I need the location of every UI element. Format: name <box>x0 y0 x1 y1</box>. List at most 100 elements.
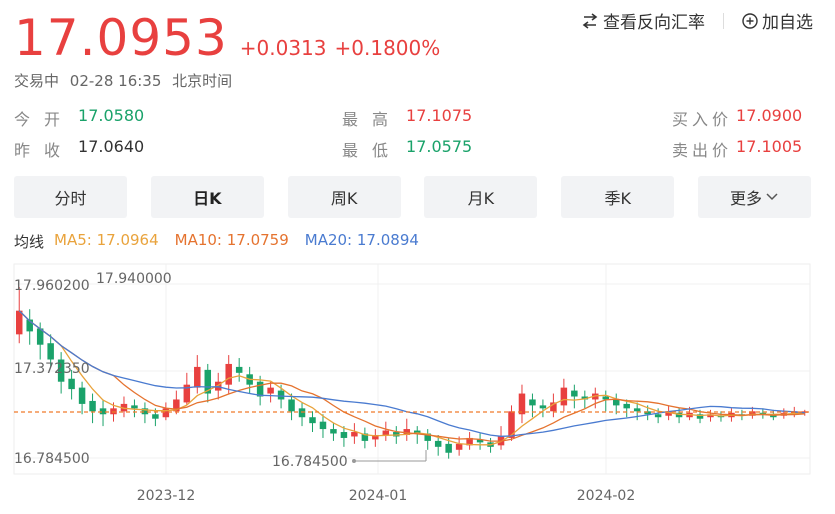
add-watchlist-label: 加自选 <box>762 13 813 33</box>
ma20-line <box>18 310 805 437</box>
low-annotation-dot <box>352 459 356 463</box>
status-datetime: 02-28 16:35 <box>69 72 162 90</box>
ma5-value: MA5: 17.0964 <box>54 231 159 249</box>
bid-field: 买入价 17.0900 <box>672 106 802 130</box>
candle-body <box>623 403 630 409</box>
tab-more-label: 更多 <box>729 189 762 208</box>
candle-body <box>78 387 86 404</box>
candle-body <box>424 433 431 441</box>
candle-body <box>654 414 662 418</box>
ma10-line <box>18 310 805 442</box>
prev-close-field: 昨收 17.0640 <box>14 137 144 161</box>
bid-value: 17.0900 <box>736 106 803 125</box>
candle-body <box>560 387 568 406</box>
candle-body <box>256 381 264 397</box>
chart-border <box>13 263 811 475</box>
candle-body <box>340 432 348 438</box>
candle-body <box>47 343 54 360</box>
candle-body <box>675 412 683 418</box>
status-text: 交易中 <box>14 72 60 90</box>
candle-body <box>99 408 107 415</box>
chart-grid <box>13 263 811 475</box>
swap-icon <box>582 12 598 29</box>
tab-daily-k[interactable]: 日K <box>150 176 264 218</box>
candle-body <box>707 414 714 418</box>
prev-close-label: 昨收 <box>14 141 75 160</box>
candle-body <box>372 434 379 440</box>
candle-body <box>267 387 274 394</box>
candle-body <box>351 432 358 437</box>
ma20-value: MA20: 17.0894 <box>304 231 419 249</box>
candle-body <box>361 433 369 441</box>
candle-body <box>309 417 316 424</box>
kline-chart[interactable]: 17.960200 17.372350 16.784500 17.940000 16.7… <box>0 262 835 514</box>
candle-body <box>413 430 421 434</box>
candle-body <box>89 400 96 412</box>
candle-body <box>173 399 180 412</box>
bid-label: 买入价 <box>672 110 733 129</box>
candle-body <box>15 310 23 335</box>
ask-value: 17.1005 <box>736 137 803 156</box>
action-divider <box>723 12 724 29</box>
y-tick-label: 16.784500 <box>14 451 90 467</box>
candle-body <box>298 408 306 418</box>
tab-more[interactable]: 更多 <box>697 176 811 218</box>
tab-monthly-k[interactable]: 月K <box>424 176 538 218</box>
candle-body <box>581 396 589 400</box>
candle-body <box>393 432 400 437</box>
tab-quarterly-k-label: 季K <box>604 189 631 208</box>
ma-title: 均线 <box>14 233 45 251</box>
chevron-down-icon <box>766 193 778 201</box>
add-watchlist-button[interactable]: 加自选 <box>742 8 813 33</box>
open-field: 今开 17.0580 <box>14 106 144 130</box>
candle-body <box>68 378 75 390</box>
candle-body <box>152 414 159 419</box>
candle-body <box>57 359 65 382</box>
x-tick-label: 2024-02 <box>577 488 636 504</box>
candle-body <box>633 408 641 412</box>
y-tick-label: 17.372350 <box>14 361 90 377</box>
candle-body <box>131 405 138 409</box>
candle-body <box>466 437 473 446</box>
tab-quarterly-k[interactable]: 季K <box>561 176 675 218</box>
reverse-rate-button[interactable]: 查看反向汇率 <box>581 8 705 33</box>
ma-lines <box>18 310 805 446</box>
candle-body <box>194 366 201 388</box>
quote-grid: 今开 17.0580 最高 17.1075 买入价 17.0900 昨收 17.… <box>14 106 814 168</box>
candle-body <box>162 408 170 418</box>
ma5-line <box>18 310 805 446</box>
kline-svg[interactable]: 17.960200 17.372350 16.784500 17.940000 16.7… <box>0 262 835 514</box>
tab-monthly-k-label: 月K <box>467 189 495 208</box>
top-actions: 查看反向汇率 加自选 <box>581 8 813 33</box>
price-header: 17.0953 +0.0313 +0.1800% <box>14 4 440 66</box>
period-tabs: 分时 日K 周K 月K 季K 更多 <box>14 176 811 218</box>
tab-intraday[interactable]: 分时 <box>14 176 127 218</box>
open-label: 今开 <box>14 110 75 129</box>
candle-body <box>445 443 452 453</box>
ma-legend: 均线 MA5: 17.0964 MA10: 17.0759 MA20: 17.0… <box>14 231 419 252</box>
candle-body <box>644 411 651 415</box>
price-change-percent: +0.1800% <box>334 36 441 60</box>
candle-body <box>110 408 117 415</box>
candle-body <box>382 430 390 435</box>
candle-body <box>455 443 463 450</box>
trading-status: 交易中 02-28 16:35 北京时间 <box>14 70 238 91</box>
candle-body <box>141 408 149 415</box>
candle-body <box>571 390 578 397</box>
ask-label: 卖出价 <box>672 141 733 160</box>
candle-body <box>529 399 536 406</box>
candle-body <box>612 399 620 406</box>
low-annotation: 16.784500 <box>272 454 348 470</box>
current-price: 17.0953 <box>14 9 228 67</box>
candle-body <box>235 366 243 373</box>
tab-weekly-k[interactable]: 周K <box>287 176 401 218</box>
prev-close-value: 17.0640 <box>78 137 145 156</box>
candle-body <box>696 414 704 419</box>
candle-body <box>476 439 484 443</box>
candle-body <box>665 411 672 416</box>
candle-body <box>749 411 756 416</box>
candle-body <box>759 412 767 415</box>
x-tick-label: 2024-01 <box>349 488 408 504</box>
candle-body <box>26 319 33 332</box>
x-tick-label: 2023-12 <box>137 488 196 504</box>
